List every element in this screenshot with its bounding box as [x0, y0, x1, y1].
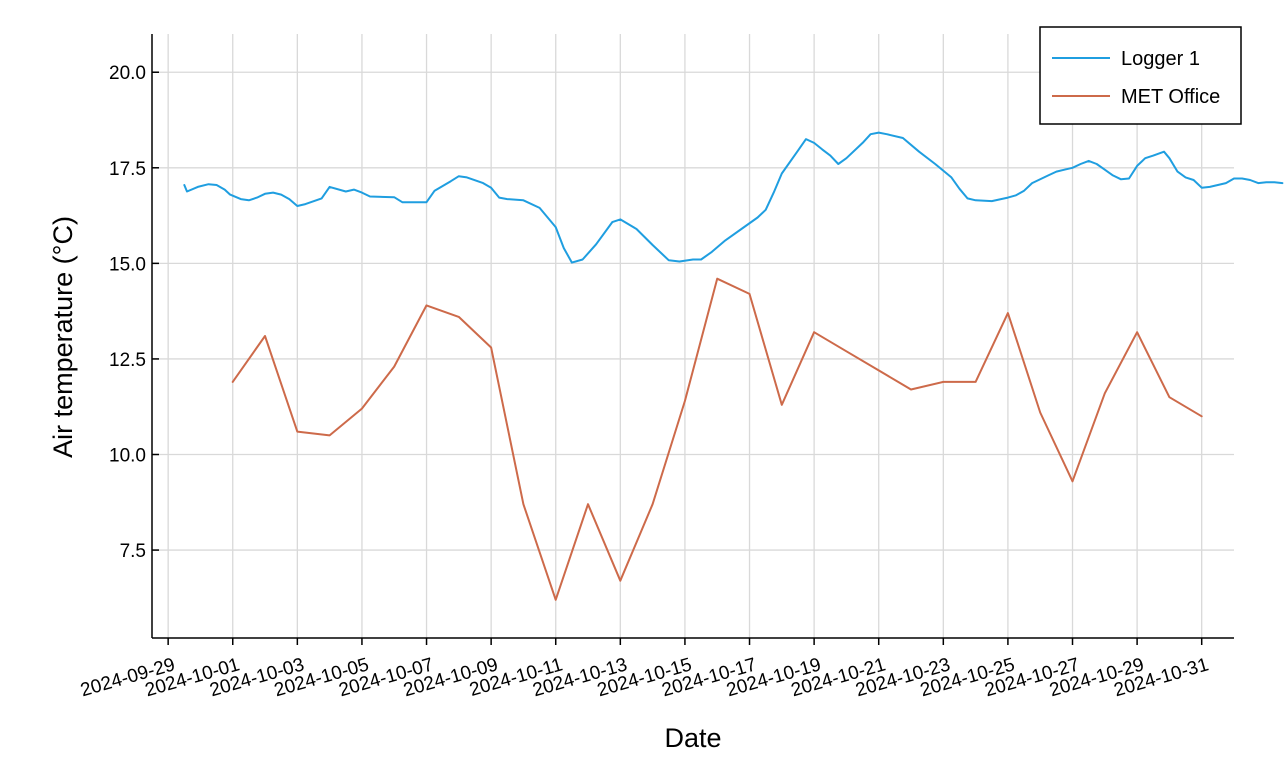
y-axis-title: Air temperature (°C): [48, 216, 78, 458]
y-tick-label: 10.0: [109, 446, 146, 467]
y-tick-label: 15.0: [109, 254, 146, 275]
legend: Logger 1 MET Office: [1039, 26, 1242, 125]
x-axis-title: Date: [664, 723, 721, 753]
legend-label-logger-1: Logger 1: [1121, 48, 1200, 70]
series-layer: [183, 131, 1284, 601]
axes: [151, 34, 1234, 639]
y-axis-ticks: 7.5 10.0 12.5 15.0 17.5 20.0: [109, 63, 159, 562]
series-line-met-office: [231, 277, 1203, 601]
y-tick-label: 20.0: [109, 63, 146, 84]
series-line-logger-1: [183, 131, 1284, 264]
y-tick-label: 12.5: [109, 350, 146, 371]
y-tick-label: 7.5: [120, 541, 146, 562]
legend-box: [1039, 26, 1242, 125]
legend-label-met-office: MET Office: [1121, 86, 1220, 108]
x-axis-ticks: 2024-09-292024-10-012024-10-032024-10-05…: [78, 638, 1211, 701]
y-tick-label: 17.5: [109, 159, 146, 180]
